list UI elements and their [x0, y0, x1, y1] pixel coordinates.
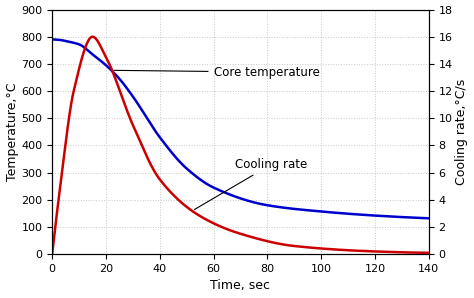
X-axis label: Time, sec: Time, sec	[210, 280, 271, 292]
Y-axis label: Temperature,°C: Temperature,°C	[6, 83, 18, 181]
Text: Core temperature: Core temperature	[114, 66, 319, 79]
Text: Cooling rate: Cooling rate	[194, 158, 307, 209]
Y-axis label: Cooling rate,°C/s: Cooling rate,°C/s	[456, 79, 468, 185]
